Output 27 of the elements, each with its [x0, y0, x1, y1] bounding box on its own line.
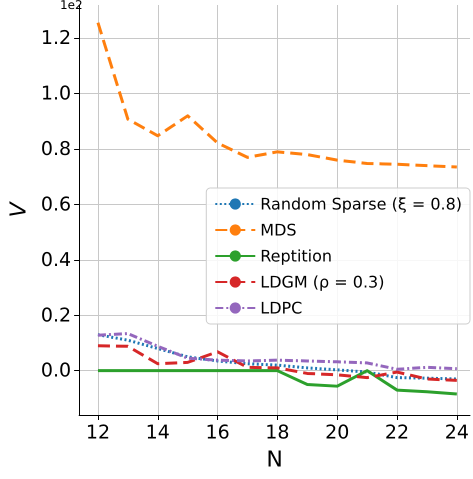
line-series [96, 369, 458, 396]
y-tick-label: 0.8 [40, 138, 72, 160]
x-tick-label: 24 [444, 422, 469, 444]
annotation: 1e2 [60, 0, 83, 12]
x-tick-label: 18 [265, 422, 290, 444]
x-tick-label: 20 [325, 422, 350, 444]
line-series [96, 21, 458, 169]
legend-label: MDS [260, 220, 297, 240]
x-tick-label: 22 [384, 422, 410, 444]
y-tick-label: 0.0 [40, 360, 72, 382]
x-tick-label: 12 [86, 422, 110, 444]
y-tick-label: 0.2 [40, 304, 72, 326]
x-axis-title: N [266, 448, 283, 472]
legend-label: Random Sparse (ξ = 0.8) [260, 194, 462, 214]
y-tick-label: 0.6 [40, 193, 72, 216]
line-series [96, 344, 458, 382]
legend-label: LDGM (ρ = 0.3) [260, 272, 384, 292]
y-tick-label: 1.2 [40, 27, 72, 50]
y-tick-label: 1.0 [40, 82, 72, 105]
legend-label: LDPC [260, 298, 302, 318]
line-series [96, 332, 458, 371]
y-tick-label: 0.4 [40, 248, 72, 271]
legend-label: Reptition [260, 246, 332, 266]
y-axis-title: V [6, 200, 32, 218]
line-series [96, 333, 458, 380]
x-tick-label: 16 [205, 422, 230, 444]
x-tick-label: 14 [146, 422, 170, 444]
